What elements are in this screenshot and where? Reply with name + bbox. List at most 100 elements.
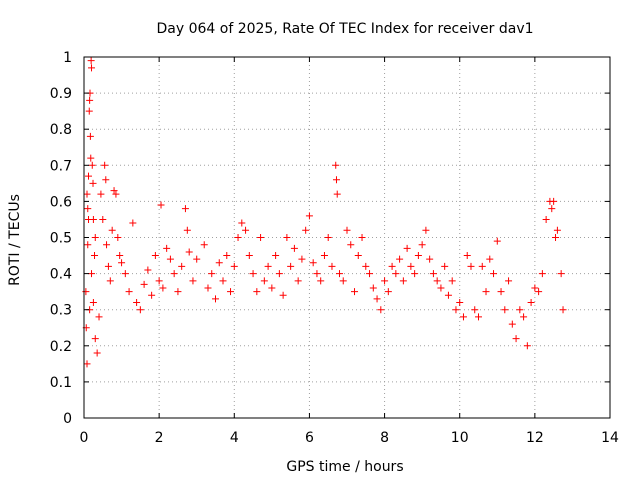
- y-tick-label: 0.7: [50, 158, 72, 174]
- data-point: [144, 266, 152, 274]
- data-point: [102, 176, 110, 184]
- data-point: [118, 259, 126, 267]
- data-point: [159, 284, 167, 292]
- x-tick-label: 10: [451, 430, 469, 446]
- y-tick-label: 0: [63, 411, 72, 427]
- data-point: [82, 288, 90, 296]
- data-point: [542, 215, 550, 223]
- data-point: [200, 241, 208, 249]
- y-tick-label: 0.4: [50, 267, 72, 283]
- data-point: [381, 277, 389, 285]
- data-point: [553, 226, 561, 234]
- data-point: [309, 259, 317, 267]
- data-point: [97, 190, 105, 198]
- data-point: [366, 270, 374, 278]
- data-point: [407, 262, 415, 270]
- data-point: [208, 270, 216, 278]
- data-point: [84, 205, 92, 213]
- data-point: [227, 288, 235, 296]
- data-point: [347, 241, 355, 249]
- data-point: [166, 255, 174, 263]
- data-point: [328, 262, 336, 270]
- data-point: [223, 252, 231, 260]
- data-point: [204, 284, 212, 292]
- data-point: [493, 237, 501, 245]
- data-point: [388, 262, 396, 270]
- data-point: [351, 288, 359, 296]
- data-point: [85, 215, 93, 223]
- data-point: [339, 277, 347, 285]
- data-point: [358, 234, 366, 241]
- data-point: [242, 226, 250, 234]
- data-point: [490, 270, 498, 278]
- y-tick-label: 0.3: [50, 303, 72, 319]
- data-point: [508, 320, 516, 328]
- data-point: [114, 234, 122, 241]
- data-point: [181, 205, 189, 213]
- data-point: [91, 335, 99, 343]
- data-point: [93, 349, 101, 357]
- data-point: [125, 288, 133, 296]
- data-point: [426, 255, 434, 263]
- data-point: [335, 270, 343, 278]
- grid-layer: [84, 57, 610, 418]
- data-point: [148, 291, 156, 299]
- data-point: [86, 132, 94, 140]
- data-point: [444, 291, 452, 299]
- data-point: [557, 270, 565, 278]
- data-point: [260, 277, 268, 285]
- y-tick-label: 1: [63, 50, 72, 66]
- x-tick-label: 12: [526, 430, 544, 446]
- data-point: [550, 197, 558, 205]
- data-point: [548, 205, 556, 213]
- data-point: [88, 270, 96, 278]
- data-point: [116, 252, 124, 260]
- data-point: [403, 244, 411, 252]
- data-point: [531, 284, 539, 292]
- x-tick-label: 0: [80, 430, 89, 446]
- data-point: [422, 226, 430, 234]
- data-point: [317, 277, 325, 285]
- data-point: [83, 360, 91, 368]
- data-point: [91, 234, 99, 241]
- data-point: [183, 226, 191, 234]
- data-point: [178, 262, 186, 270]
- x-tick-label: 2: [155, 430, 164, 446]
- data-point: [91, 252, 99, 260]
- data-point: [189, 277, 197, 285]
- data-point: [99, 215, 107, 223]
- data-point: [136, 306, 144, 314]
- data-point: [501, 306, 509, 314]
- data-point: [238, 219, 246, 227]
- data-point: [486, 255, 494, 263]
- data-point: [392, 270, 400, 278]
- data-point: [463, 252, 471, 260]
- data-point: [86, 96, 94, 104]
- x-tick-label: 6: [305, 430, 314, 446]
- data-point: [302, 226, 310, 234]
- data-point: [230, 262, 238, 270]
- data-point: [343, 226, 351, 234]
- data-point: [268, 284, 276, 292]
- data-point: [101, 161, 109, 169]
- data-point: [85, 107, 93, 115]
- data-point: [324, 234, 332, 241]
- data-point: [83, 190, 91, 198]
- data-point: [185, 248, 193, 256]
- data-point: [429, 270, 437, 278]
- data-point: [332, 161, 340, 169]
- data-point: [121, 270, 129, 278]
- data-point: [384, 288, 392, 296]
- data-point: [441, 262, 449, 270]
- data-point: [85, 172, 93, 180]
- data-point: [459, 313, 467, 321]
- data-point: [112, 190, 120, 198]
- data-point: [89, 298, 97, 306]
- x-tick-label: 8: [380, 430, 389, 446]
- data-point: [283, 234, 291, 241]
- data-point: [104, 262, 112, 270]
- axes-layer: 0 2 4 6 8 10 12 14 0 0.1 0.2 0.3 0.4 0.5 0.6 0.7 0.8 0.9 1: [50, 50, 619, 446]
- data-point: [163, 244, 171, 252]
- data-point: [471, 306, 479, 314]
